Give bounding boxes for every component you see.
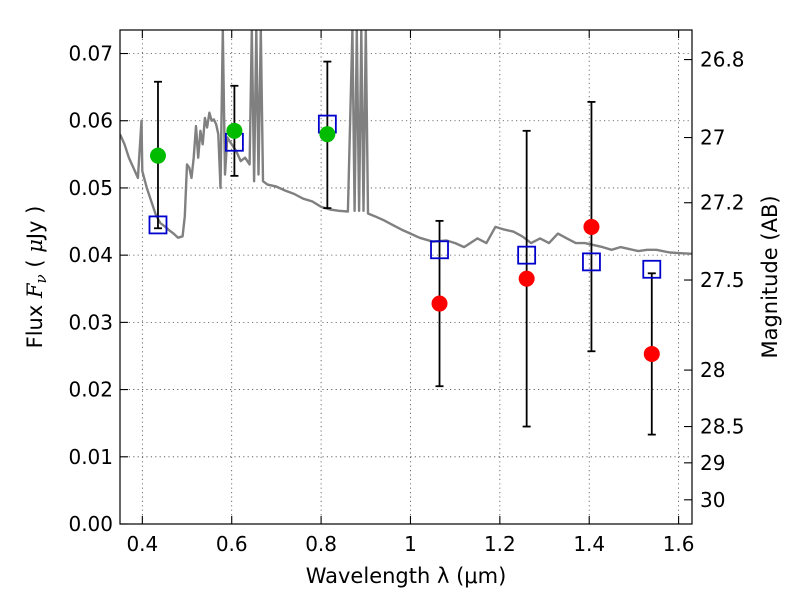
marker-layer — [148, 114, 662, 362]
red-data-point — [518, 270, 535, 287]
plot-frame — [119, 29, 693, 525]
right-tick-label: 29 — [700, 451, 725, 475]
x-axis-label: Wavelength λ (μm) — [306, 564, 507, 588]
right-y-axis-label: Magnitude (AB) — [758, 195, 782, 358]
y-tick-label: 0.06 — [68, 109, 113, 133]
spectrum-line — [120, 30, 692, 255]
x-tick-label: 1 — [404, 532, 417, 556]
green-data-point — [149, 147, 166, 164]
right-tick-label: 26.8 — [700, 48, 745, 72]
right-tick-label: 30 — [700, 488, 725, 512]
y-tick-label: 0.02 — [68, 378, 113, 402]
y-tick-label: 0.07 — [68, 42, 113, 66]
y-tick-label: 0.03 — [68, 310, 113, 334]
y-tick-label: 0.04 — [68, 243, 113, 267]
x-tick-label: 0.8 — [305, 532, 337, 556]
y-axis-label: Flux Fν ( μJy ) — [23, 206, 50, 349]
right-tick-label: 28 — [700, 358, 725, 382]
y-tick-label: 0.05 — [68, 176, 113, 200]
right-tick-label: 27 — [700, 126, 725, 150]
right-tick-label: 27.5 — [700, 268, 745, 292]
right-tick-label: 28.5 — [700, 415, 745, 439]
y-tick-label: 0.01 — [68, 445, 113, 469]
x-tick-label: 1.2 — [484, 532, 516, 556]
red-data-point — [643, 345, 660, 362]
right-tick-label: 27.2 — [700, 191, 745, 215]
spectrum-layer — [120, 30, 692, 255]
axis-ticks: 0.4 0.6 0.8 1 1.2 1.4 1.6 0.00 0.01 0.02 0.03 0.04 0… — [68, 30, 745, 556]
red-data-point — [583, 218, 600, 235]
model-point-square — [642, 259, 662, 279]
y-tick-label: 0.00 — [68, 512, 113, 536]
green-data-point — [319, 126, 336, 143]
model-point-square — [582, 252, 601, 272]
red-data-point — [431, 295, 448, 312]
x-tick-label: 0.4 — [126, 532, 158, 556]
x-tick-label: 0.6 — [216, 532, 248, 556]
model-point-square — [148, 215, 168, 235]
model-point-square — [517, 245, 537, 265]
model-point-square — [430, 240, 449, 260]
green-data-point — [226, 122, 243, 139]
x-tick-label: 1.6 — [663, 532, 695, 556]
x-tick-label: 1.4 — [573, 532, 605, 556]
